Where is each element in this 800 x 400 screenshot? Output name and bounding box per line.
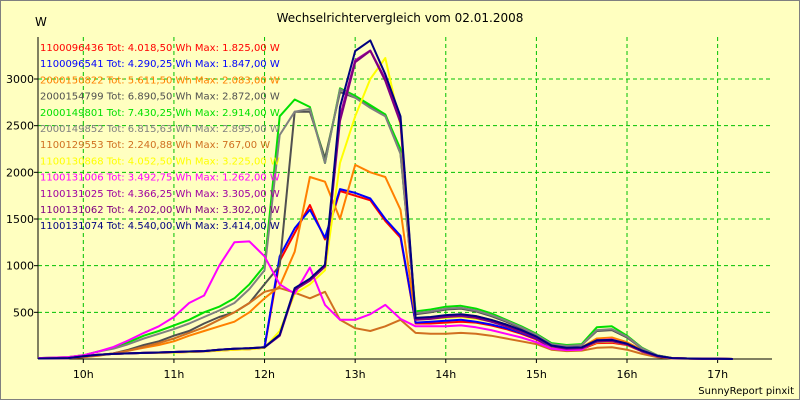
- series-line-6: [37, 88, 733, 360]
- y-tick-label: 2500: [6, 120, 34, 133]
- legend-entry-4: 2000154799 Tot: 6.890,50 Wh Max: 2.872,0…: [40, 92, 280, 103]
- y-tick-label: 1500: [6, 213, 34, 226]
- series-line-12: [37, 39, 733, 360]
- legend: 1100096436 Tot: 4.018,50 Wh Max: 1.825,0…: [40, 43, 280, 232]
- series-lines: [37, 39, 733, 360]
- y-axis-unit: W: [35, 15, 47, 29]
- legend-entry-10: 1100131025 Tot: 4.366,25 Wh Max: 3.305,0…: [40, 189, 280, 200]
- series-line-5: [37, 87, 733, 360]
- y-tick-label: 500: [13, 306, 34, 319]
- x-tick-label: 11h: [163, 368, 184, 381]
- legend-entry-5: 2000149801 Tot: 7.430,25 Wh Max: 2.914,0…: [40, 108, 280, 119]
- legend-entry-6: 2000149852 Tot: 6.815,63 Wh Max: 2.895,0…: [40, 124, 280, 135]
- x-tick-label: 15h: [526, 368, 547, 381]
- x-tick-label: 16h: [617, 368, 638, 381]
- series-line-9: [37, 240, 733, 360]
- legend-entry-12: 1100131074 Tot: 4.540,00 Wh Max: 3.414,0…: [40, 221, 280, 232]
- legend-entry-2: 1100096541 Tot: 4.290,25 Wh Max: 1.847,0…: [40, 59, 280, 70]
- legend-entry-1: 1100096436 Tot: 4.018,50 Wh Max: 1.825,0…: [40, 43, 280, 54]
- legend-entry-3: 2000150822 Tot: 5.611,50 Wh Max: 2.083,0…: [40, 75, 280, 86]
- y-tick-label: 2000: [6, 166, 34, 179]
- series-line-7: [37, 287, 733, 360]
- y-tick-label: 3000: [6, 73, 34, 86]
- legend-entry-11: 1100131062 Tot: 4.202,00 Wh Max: 3.302,0…: [40, 205, 280, 216]
- x-tick-label: 10h: [73, 368, 94, 381]
- x-tick-label: 14h: [435, 368, 456, 381]
- x-tick-label: 13h: [345, 368, 366, 381]
- y-tick-label: 1000: [6, 260, 34, 273]
- x-tick-label: 12h: [254, 368, 275, 381]
- footer-credit: SunnyReport pinxit: [698, 386, 794, 397]
- series-line-3: [37, 163, 733, 360]
- legend-entry-7: 1100129553 Tot: 2.240,88 Wh Max: 767,00 …: [40, 140, 270, 151]
- legend-entry-8: 1100130868 Tot: 4.052,50 Wh Max: 3.225,0…: [40, 156, 280, 167]
- axes: [34, 37, 772, 363]
- tick-labels: 10h 11h 12h 13h 14h 15h 16h 17h 500 1000 1500 2000 2…: [6, 73, 728, 381]
- chart-title: Wechselrichtervergleich vom 02.01.2008: [276, 11, 524, 25]
- x-tick-label: 17h: [707, 368, 728, 381]
- legend-entry-9: 1100131006 Tot: 3.492,75 Wh Max: 1.262,0…: [40, 173, 280, 184]
